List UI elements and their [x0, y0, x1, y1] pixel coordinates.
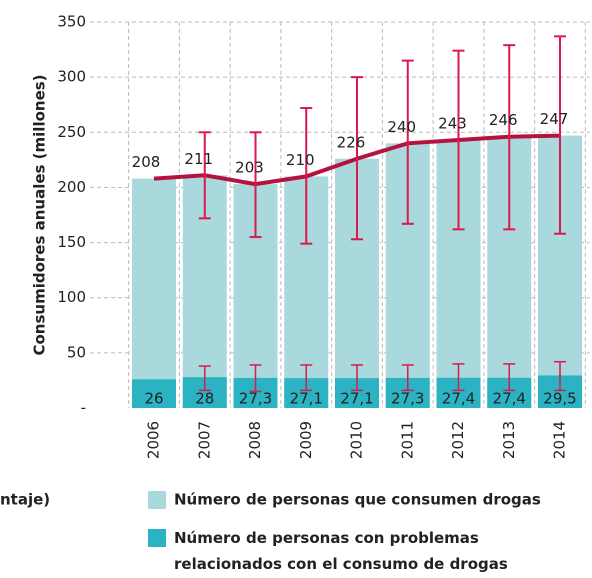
error-bar — [401, 59, 414, 225]
data-label: 246 — [489, 111, 518, 129]
error-bar — [554, 360, 566, 392]
error-bar — [503, 363, 516, 392]
data-label: 28 — [195, 390, 214, 408]
error-bar — [300, 364, 313, 392]
x-tick-label: 2009 — [297, 421, 315, 459]
error-bar — [249, 131, 262, 239]
legend-fragment: ntaje) — [0, 491, 50, 509]
data-label: 243 — [438, 115, 467, 133]
y-axis-title: Consumidores anuales (millones) — [31, 74, 49, 355]
error-bar — [198, 131, 211, 220]
error-bar — [249, 364, 262, 393]
y-tick-label: 300 — [57, 68, 86, 86]
data-label: 203 — [235, 159, 264, 177]
error-bar — [351, 76, 363, 241]
x-tick-label: 2013 — [500, 421, 518, 459]
error-bar — [452, 49, 465, 231]
y-tick-label: 50 — [67, 343, 86, 361]
error-bar — [198, 365, 211, 392]
data-label: 27,3 — [239, 390, 272, 408]
error-bar — [554, 35, 566, 235]
data-label: 247 — [540, 110, 569, 128]
legend-label: Número de personas que consumen drogas — [174, 491, 541, 509]
data-label: 29,5 — [543, 390, 576, 408]
data-label: 26 — [144, 390, 163, 408]
x-tick-label: 2006 — [145, 421, 163, 459]
x-tick-label: 2010 — [348, 421, 366, 459]
bar — [132, 379, 176, 408]
x-tick-label: 2008 — [246, 421, 264, 459]
data-label: 27,3 — [391, 390, 424, 408]
y-tick-label: 150 — [57, 233, 86, 251]
y-tick-label: 350 — [57, 13, 86, 31]
error-bar — [452, 363, 465, 392]
x-tick-label: 2014 — [551, 421, 569, 459]
x-tick-label: 2012 — [449, 421, 467, 459]
y-tick-label: 250 — [57, 123, 86, 141]
x-tick-label: 2011 — [398, 421, 416, 459]
error-bar — [401, 364, 414, 392]
data-label: 27,4 — [493, 390, 526, 408]
error-bar — [351, 364, 363, 392]
error-bar — [300, 107, 313, 245]
data-label: 210 — [286, 151, 315, 169]
y-tick-label: 200 — [57, 178, 86, 196]
error-bar — [503, 44, 516, 231]
data-label: 27,4 — [442, 390, 475, 408]
y-tick-label: - — [81, 399, 86, 417]
bar — [132, 178, 176, 408]
data-label: 27,1 — [340, 390, 373, 408]
x-tick-label: 2007 — [195, 421, 213, 459]
data-label: 240 — [387, 118, 416, 136]
legend-swatch — [148, 529, 166, 547]
legend-swatch — [148, 491, 166, 509]
legend-label: Número de personas con problemas relacion… — [174, 529, 508, 573]
data-label: 226 — [337, 133, 366, 151]
data-label: 208 — [132, 153, 161, 171]
y-tick-label: 100 — [57, 288, 86, 306]
data-label: 211 — [184, 150, 213, 168]
data-label: 27,1 — [290, 390, 323, 408]
